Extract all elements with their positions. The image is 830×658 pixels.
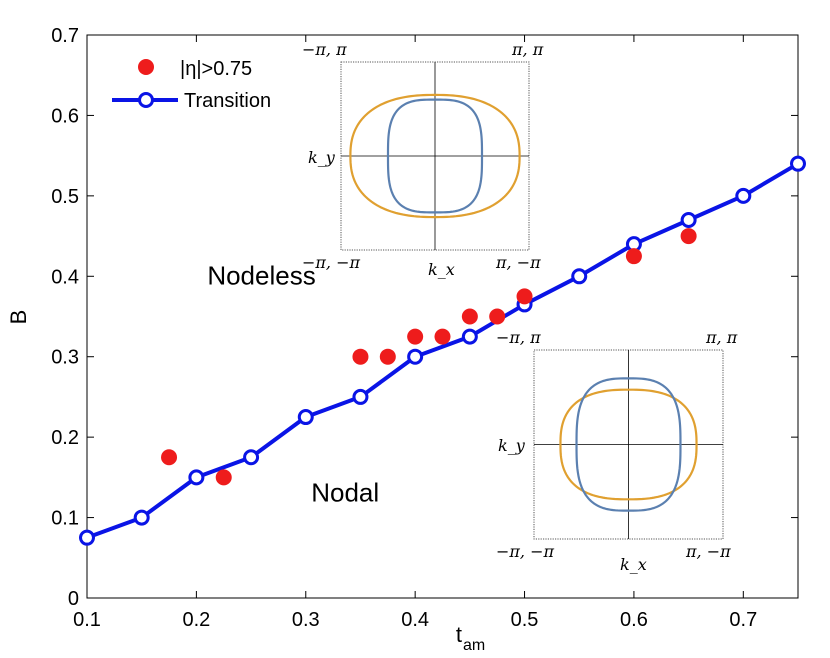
inset-corner-bottom-right: π, −π	[685, 542, 731, 561]
transition-point	[243, 449, 260, 466]
y-tick-label: 0.7	[51, 25, 79, 47]
x-tick-label: 0.3	[292, 609, 320, 631]
transition-point	[133, 509, 150, 526]
inset-kx-label: k_x	[428, 260, 455, 279]
transition-line	[86, 161, 800, 540]
inset-fermi-curve-blue	[575, 377, 682, 512]
x-tick-label: 0.1	[73, 609, 101, 631]
x-tick-label: 0.4	[401, 609, 429, 631]
inset-corner-top-left: −π, π	[302, 40, 347, 59]
x-axis-label: t	[456, 622, 462, 647]
inset-ky-label: k_y	[498, 436, 526, 455]
inset-nodal: −π, π π, π −π, −π π, −π k_x k_y	[496, 328, 738, 574]
inset-nodeless: −π, π π, π −π, −π π, −π k_x k_y	[302, 40, 544, 279]
eta-point	[379, 348, 396, 365]
x-tick-label: 0.7	[729, 609, 757, 631]
x-tick-label: 0.5	[511, 609, 539, 631]
eta-point	[434, 328, 451, 345]
eta-scatter-series	[161, 228, 697, 486]
transition-point	[461, 328, 478, 345]
legend-marker-transition	[138, 92, 154, 108]
y-tick-label: 0.1	[51, 508, 79, 530]
y-tick-label: 0.3	[51, 347, 79, 369]
legend-label-eta: |η|>0.75	[180, 58, 252, 80]
legend: |η|>0.75 Transition	[112, 58, 271, 112]
y-tick-label: 0.5	[51, 186, 79, 208]
y-tick-label: 0.4	[51, 266, 79, 288]
eta-point	[161, 449, 178, 466]
eta-point	[352, 348, 369, 365]
transition-point	[735, 187, 752, 204]
inset-kx-label: k_x	[620, 555, 647, 574]
y-tick-label: 0.2	[51, 427, 79, 449]
inset-fermi-curve-orange	[559, 388, 698, 501]
eta-point	[215, 469, 232, 486]
x-ticks: 0.1 0.2 0.3 0.4 0.5 0.6 0.7	[73, 35, 757, 631]
transition-point	[79, 529, 95, 546]
transition-point	[680, 211, 697, 228]
inset-fermi-curve-orange	[349, 93, 521, 219]
transition-point	[297, 409, 314, 426]
inset-corner-top-right: π, π	[511, 40, 544, 59]
transition-point	[407, 348, 424, 365]
eta-point	[516, 288, 533, 305]
legend-marker-eta	[138, 59, 154, 75]
transition-point	[188, 469, 205, 486]
inset-corner-bottom-right: π, −π	[495, 253, 541, 272]
x-tick-label: 0.6	[620, 609, 648, 631]
transition-point	[571, 268, 588, 285]
eta-point	[461, 308, 478, 325]
transition-point	[352, 388, 369, 405]
x-tick-label: 0.2	[182, 609, 210, 631]
y-tick-label: 0	[68, 588, 79, 610]
inset-ky-label: k_y	[308, 148, 336, 167]
y-ticks: 0 0.1 0.2 0.3 0.4 0.5 0.6 0.7	[51, 25, 798, 610]
inset-corner-bottom-left: −π, −π	[302, 253, 361, 272]
annotation-nodal: Nodal	[311, 477, 379, 507]
eta-point	[680, 228, 697, 245]
eta-point	[489, 308, 506, 325]
x-axis-label-subscript: am	[463, 637, 485, 654]
annotation-nodeless: Nodeless	[207, 260, 315, 290]
inset-corner-top-right: π, π	[705, 328, 738, 347]
eta-point	[625, 248, 642, 265]
legend-label-transition: Transition	[184, 90, 271, 112]
y-axis-label: B	[6, 310, 31, 325]
inset-fermi-curve-blue	[386, 98, 484, 214]
eta-point	[407, 328, 424, 345]
y-tick-label: 0.6	[51, 105, 79, 127]
inset-corner-top-left: −π, π	[496, 328, 541, 347]
inset-corner-bottom-left: −π, −π	[496, 542, 555, 561]
transition-point	[790, 155, 806, 172]
